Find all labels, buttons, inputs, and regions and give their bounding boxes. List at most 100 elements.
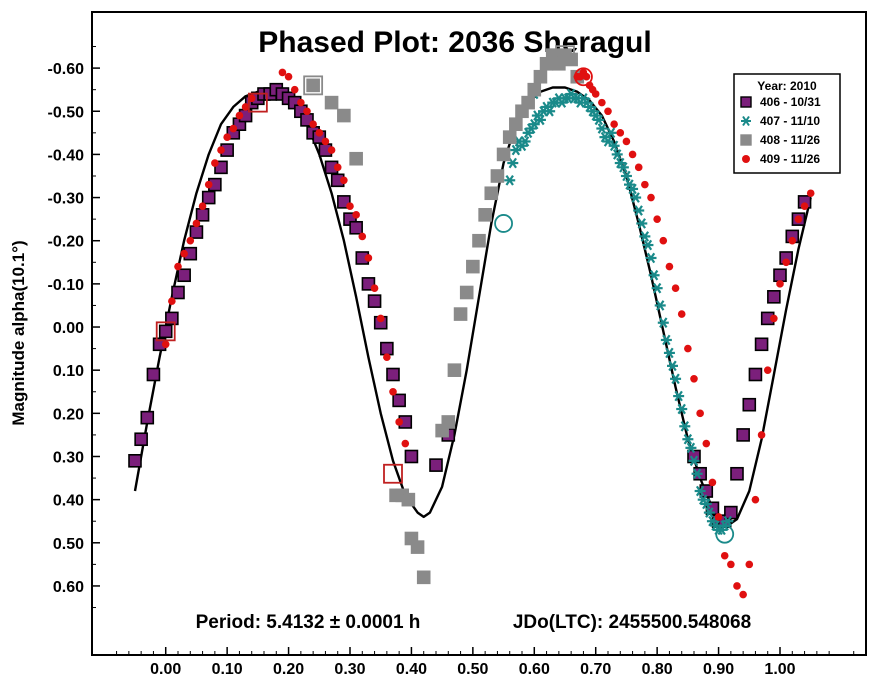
legend-swatch (740, 96, 752, 108)
point-408-11-26 (466, 259, 480, 274)
point-407-11-10 (519, 136, 531, 147)
point-409-11-26 (782, 258, 790, 267)
y-tick-label: 0.60 (53, 579, 84, 596)
legend-entry: 406 - 10/31 (740, 95, 821, 109)
highlight-marker (494, 214, 513, 233)
x-tick-label: 0.30 (334, 661, 365, 678)
point-409-11-26 (333, 163, 342, 172)
legend-entries: 406 - 10/31 407 - 11/10 408 - 11/26 409 - 1… (740, 95, 821, 166)
point-408-11-26 (453, 307, 468, 321)
point-409-11-26 (211, 159, 219, 167)
point-406-10-31 (158, 324, 173, 339)
highlight-marker (303, 75, 324, 96)
legend-label: 407 - 11/10 (760, 114, 820, 128)
point-409-11-26 (278, 68, 287, 77)
point-406-10-31 (767, 290, 781, 304)
point-408-11-26 (447, 363, 462, 377)
point-408-11-26 (324, 95, 339, 110)
point-408-11-26 (509, 117, 523, 132)
point-406-10-31 (171, 285, 185, 300)
point-408-11-26 (349, 151, 363, 166)
period-label: Period: 5.4132 ± 0.0001 h (196, 612, 421, 633)
point-407-11-10 (636, 218, 648, 229)
point-407-11-10 (688, 455, 700, 467)
point-406-10-31 (201, 190, 216, 205)
point-407-11-10 (685, 442, 697, 454)
epoch-label: JDo(LTC): 2455500.548068 (513, 612, 751, 633)
y-tick-label: -0.60 (48, 61, 85, 78)
x-tick-label: 0.40 (396, 661, 427, 678)
legend-label: 406 - 10/31 (760, 95, 821, 109)
point-406-10-31 (773, 268, 787, 283)
data-points-layer (128, 48, 815, 599)
point-409-11-26 (370, 284, 379, 292)
point-407-11-10 (608, 140, 620, 152)
legend: Year: 2010 406 - 10/31 407 - 11/10 408 - 1… (733, 73, 841, 174)
point-407-11-10 (676, 403, 688, 415)
point-409-11-26 (309, 120, 317, 129)
point-407-11-10 (673, 390, 685, 402)
point-408-11-26 (478, 208, 492, 222)
point-407-11-10 (630, 192, 642, 203)
point-409-11-26 (690, 375, 698, 383)
point-409-11-26 (383, 353, 391, 362)
x-tick-label: 0.90 (703, 661, 734, 678)
point-409-11-26 (745, 560, 754, 569)
point-409-11-26 (186, 236, 195, 245)
point-409-11-26 (677, 310, 686, 318)
point-409-11-26 (702, 439, 711, 448)
x-tick-label: 0.70 (580, 661, 611, 678)
point-409-11-26 (303, 107, 311, 116)
legend-entry: 409 - 11/26 (742, 152, 820, 166)
point-409-11-26 (241, 103, 250, 111)
point-406-10-31 (742, 397, 757, 412)
point-408-11-26 (441, 415, 456, 429)
point-407-11-10 (722, 515, 734, 527)
y-tick-label: -0.10 (48, 277, 85, 294)
legend-box (733, 73, 841, 174)
x-tick-label: 0.10 (212, 661, 243, 678)
point-406-10-31 (140, 410, 155, 425)
point-406-10-31 (128, 454, 142, 468)
point-407-11-10 (507, 157, 519, 169)
point-409-11-26 (346, 202, 354, 210)
point-409-11-26 (297, 98, 305, 107)
point-409-11-26 (684, 344, 692, 353)
y-tick-label: 0.10 (53, 363, 84, 380)
point-408-11-26 (306, 78, 320, 93)
chart-title: Phased Plot: 2036 Sheragul (258, 26, 651, 59)
point-409-11-26 (788, 236, 797, 245)
point-408-11-26 (490, 169, 505, 183)
point-409-11-26 (671, 284, 680, 292)
legend-title: Year: 2010 (757, 79, 817, 93)
highlight-marker (383, 463, 403, 484)
point-409-11-26 (340, 176, 348, 185)
point-409-11-26 (192, 219, 201, 228)
point-408-11-26 (337, 108, 351, 123)
point-407-11-10 (593, 114, 605, 126)
legend-swatch (741, 115, 751, 127)
point-407-11-10 (657, 317, 669, 329)
x-tick-label: 0.00 (150, 661, 181, 678)
point-407-11-10 (645, 252, 657, 264)
point-407-11-10 (620, 170, 632, 182)
point-407-11-10 (605, 127, 617, 139)
point-409-11-26 (727, 560, 735, 569)
point-409-11-26 (806, 189, 815, 198)
highlight-marker (574, 67, 593, 87)
point-409-11-26 (284, 72, 293, 81)
point-407-11-10 (694, 485, 706, 497)
highlight-markers-layer (155, 45, 735, 544)
point-409-11-26 (401, 439, 410, 448)
point-407-11-10 (611, 149, 623, 160)
point-409-11-26 (653, 215, 661, 223)
point-409-11-26 (641, 180, 649, 189)
point-407-11-10 (633, 205, 645, 216)
point-408-11-26 (533, 69, 548, 84)
legend-swatch (742, 155, 750, 163)
point-408-11-26 (527, 82, 542, 97)
point-409-11-26 (634, 163, 643, 172)
point-406-10-31 (736, 428, 750, 442)
highlight-marker (715, 524, 735, 544)
